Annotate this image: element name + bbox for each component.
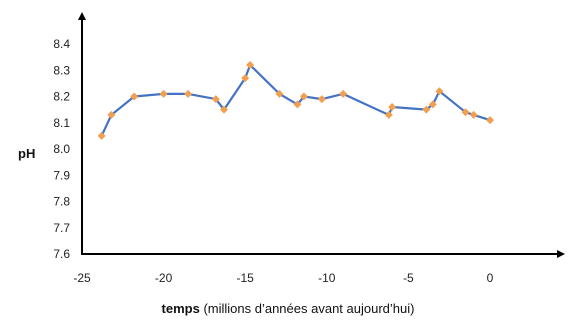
data-point bbox=[184, 89, 193, 98]
x-tick-label: -15 bbox=[237, 271, 255, 285]
data-points bbox=[97, 61, 494, 140]
data-point bbox=[469, 110, 478, 119]
y-tick-label: 8.3 bbox=[53, 63, 70, 77]
y-tick-label: 7.7 bbox=[53, 221, 70, 235]
data-point bbox=[219, 105, 228, 114]
data-point bbox=[428, 100, 437, 109]
data-point bbox=[211, 95, 220, 104]
y-tick-label: 8.2 bbox=[53, 90, 70, 104]
x-tick-label: -25 bbox=[73, 271, 91, 285]
data-point bbox=[293, 100, 302, 109]
y-axis-label: pH bbox=[18, 146, 35, 161]
y-tick-label: 8.4 bbox=[53, 37, 70, 51]
x-tick-label: -5 bbox=[403, 271, 414, 285]
data-point bbox=[339, 89, 348, 98]
data-point bbox=[97, 131, 106, 140]
y-tick-label: 7.6 bbox=[53, 247, 70, 261]
data-point bbox=[388, 103, 397, 111]
series-line bbox=[100, 63, 491, 137]
data-point bbox=[384, 110, 393, 119]
x-tick-label: -10 bbox=[318, 271, 336, 285]
x-axis-label-bold: temps bbox=[162, 301, 200, 316]
data-point bbox=[246, 61, 255, 69]
data-point bbox=[241, 74, 250, 83]
y-tick-label: 8.0 bbox=[53, 142, 70, 156]
x-tick-label: -20 bbox=[155, 271, 173, 285]
data-point bbox=[461, 108, 470, 117]
data-point bbox=[299, 92, 308, 101]
data-point bbox=[317, 95, 326, 104]
x-tick-label: 0 bbox=[487, 271, 494, 285]
data-point bbox=[130, 92, 139, 101]
x-tick-labels: -25 -20 -15 -10 -5 0 bbox=[73, 271, 493, 285]
x-axis-label-rest: (millions d’années avant aujourd’hui) bbox=[200, 301, 415, 316]
data-point bbox=[107, 110, 116, 119]
data-point bbox=[435, 87, 444, 96]
x-axis-label: temps (millions d’années avant aujourd’h… bbox=[162, 301, 415, 316]
data-point bbox=[159, 89, 168, 98]
data-point bbox=[275, 89, 284, 98]
y-tick-label: 7.8 bbox=[53, 195, 70, 209]
data-point bbox=[422, 105, 431, 114]
y-tick-label: 7.9 bbox=[53, 168, 70, 182]
y-tick-label: 8.1 bbox=[53, 116, 70, 130]
y-tick-labels: 7.6 7.7 7.8 7.9 8.0 8.1 8.2 8.3 8.4 bbox=[53, 37, 70, 261]
data-point bbox=[486, 116, 494, 125]
